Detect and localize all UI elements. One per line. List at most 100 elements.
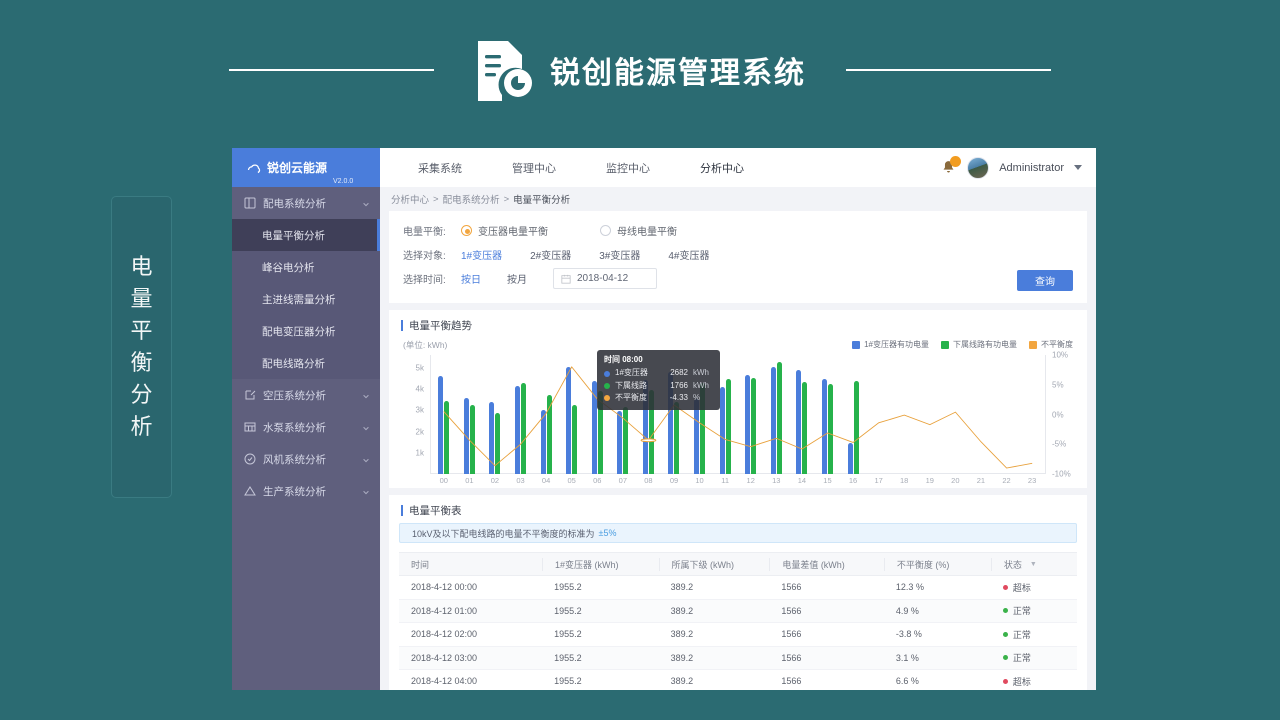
tab-management-center[interactable]: 管理中心	[512, 162, 556, 175]
legend-item-downstream[interactable]: 下属线路有功电量	[941, 339, 1017, 350]
chart-bar-group[interactable]	[482, 355, 508, 474]
sidebar-item-line-analysis[interactable]: 配电线路分析	[232, 347, 380, 379]
sidebar-group-production-system[interactable]: 生产系统分析	[232, 475, 380, 507]
tooltip-value: 2682	[670, 368, 688, 378]
table-row[interactable]: 2018-4-12 01:00 1955.2 389.2 1566 4.9 % 正常	[399, 599, 1077, 623]
chart-bar-group[interactable]	[508, 355, 534, 474]
breadcrumb-separator: >	[503, 193, 510, 205]
time-mode-daily[interactable]: 按日	[461, 275, 481, 286]
sidebar-item-transformer-analysis[interactable]: 配电变压器分析	[232, 315, 380, 347]
object-option-3[interactable]: 3#变压器	[599, 251, 641, 262]
sidebar-group-air-compressor[interactable]: 空压系统分析	[232, 379, 380, 411]
chart-bar-group[interactable]	[815, 355, 841, 474]
edit-square-icon	[244, 389, 256, 401]
column-header-transformer[interactable]: 1#变压器 (kWh)	[542, 557, 658, 571]
column-header-imbalance[interactable]: 不平衡度 (%)	[883, 557, 991, 571]
legend-item-imbalance[interactable]: 不平衡度	[1029, 339, 1073, 350]
chart-bar-group[interactable]	[636, 355, 662, 474]
cell-transformer: 1955.2	[554, 652, 582, 663]
bell-icon[interactable]	[940, 156, 962, 176]
object-option-4[interactable]: 4#变压器	[668, 251, 710, 262]
sidebar-item-main-line-demand-analysis[interactable]: 主进线需量分析	[232, 283, 380, 315]
chart-bar-group[interactable]	[431, 355, 457, 474]
query-button[interactable]: 查询	[1017, 270, 1073, 291]
vtab-char: 衡	[130, 350, 153, 375]
status-badge: 正常	[991, 604, 1077, 617]
y-axis-tick-left: 3k	[415, 405, 424, 415]
tab-analysis-center[interactable]: 分析中心	[700, 162, 744, 175]
content-area: 分析中心 > 配电系统分析 > 电量平衡分析 电量平衡: 变压器电量平衡 母线电…	[380, 187, 1096, 690]
column-header-time[interactable]: 时间	[411, 559, 430, 570]
vertical-section-tab[interactable]: 电 量 平 衡 分 析	[111, 196, 172, 498]
chart-bar-group[interactable]	[840, 355, 866, 474]
object-option-1[interactable]: 1#变压器	[461, 251, 503, 262]
chart-bar-group[interactable]	[584, 355, 610, 474]
chart-bar	[566, 367, 572, 474]
sidebar-group-fan-system[interactable]: 风机系统分析	[232, 443, 380, 475]
vtab-char: 析	[130, 414, 153, 439]
chart-bar-group[interactable]	[559, 355, 585, 474]
table-icon	[244, 421, 256, 433]
column-header-difference[interactable]: 电量差值 (kWh)	[769, 557, 884, 571]
table-row[interactable]: 2018-4-12 04:00 1955.2 389.2 1566 6.6 % 超标	[399, 670, 1077, 690]
avatar[interactable]	[967, 156, 990, 179]
column-header-downstream[interactable]: 所属下级 (kWh)	[658, 557, 770, 571]
table-row[interactable]: 2018-4-12 02:00 1955.2 389.2 1566 -3.8 % 正常	[399, 623, 1077, 647]
cell-transformer: 1955.2	[554, 605, 582, 616]
chart-tooltip: 时间 08:00 1#变压器 2682 kWh 下属线路 1766 kWh	[597, 350, 720, 410]
chart-bar-group[interactable]	[764, 355, 790, 474]
sidebar-item-label: 电量平衡分析	[262, 229, 325, 242]
filter-panel: 电量平衡: 变压器电量平衡 母线电量平衡 选择对象: 1#变压器 2#变压器 3…	[389, 211, 1087, 303]
chart-panel-title: 电量平衡趋势	[389, 310, 1087, 335]
chart-bar-group[interactable]	[738, 355, 764, 474]
chart-bar	[821, 378, 827, 474]
axis-line-left	[430, 355, 431, 474]
chart-bar	[521, 383, 527, 474]
brand-logo[interactable]: 锐创云能源 V2.0.0	[232, 148, 380, 187]
sidebar-item-peak-valley-analysis[interactable]: 峰谷电分析	[232, 251, 380, 283]
sidebar-group-label: 水泵系统分析	[263, 421, 326, 434]
x-axis-tick: 08	[644, 476, 653, 485]
chart-bar-group[interactable]	[457, 355, 483, 474]
x-axis-tick: 18	[900, 476, 909, 485]
chart-bar	[802, 382, 808, 474]
radio-transformer-balance[interactable]: 变压器电量平衡	[461, 223, 548, 238]
status-label: 超标	[1012, 582, 1031, 593]
sort-arrow-icon[interactable]: ▼	[1029, 560, 1037, 568]
breadcrumb-item[interactable]: 配电系统分析	[442, 195, 500, 206]
tab-collection-system[interactable]: 采集系统	[418, 162, 462, 175]
legend-label: 不平衡度	[1041, 340, 1073, 349]
radio-busbar-balance[interactable]: 母线电量平衡	[600, 223, 677, 238]
breadcrumb-item[interactable]: 分析中心	[391, 195, 430, 206]
sidebar-item-power-balance-analysis[interactable]: 电量平衡分析	[232, 219, 380, 251]
x-axis-tick: 20	[951, 476, 960, 485]
chevron-down-icon	[362, 423, 370, 431]
grid-icon	[244, 197, 256, 209]
sidebar-group-water-pump[interactable]: 水泵系统分析	[232, 411, 380, 443]
table-row[interactable]: 2018-4-12 03:00 1955.2 389.2 1566 3.1 % 正常	[399, 646, 1077, 670]
chart-bar	[745, 374, 751, 474]
chart-bar-group[interactable]	[533, 355, 559, 474]
chart-bar-group[interactable]	[610, 355, 636, 474]
y-axis-tick-right: 10%	[1052, 350, 1069, 360]
chart-bar-group[interactable]	[687, 355, 713, 474]
chart-bar-group[interactable]	[712, 355, 738, 474]
chevron-down-icon[interactable]	[1074, 165, 1082, 170]
column-header-status[interactable]: 状态 ▼	[990, 557, 1077, 571]
sidebar-group-power-distribution[interactable]: 配电系统分析	[232, 187, 380, 219]
legend-item-transformer[interactable]: 1#变压器有功电量	[852, 339, 929, 350]
chart-bar-group[interactable]	[789, 355, 815, 474]
legend-swatch	[1029, 340, 1037, 349]
cell-imbalance: 12.3 %	[895, 582, 924, 593]
chart-bar-group[interactable]	[661, 355, 687, 474]
x-axis-tick: 17	[874, 476, 883, 485]
sidebar: 配电系统分析 电量平衡分析 峰谷电分析 主进线需量分析 配电变压器分析	[232, 187, 380, 690]
status-dot	[1002, 584, 1008, 590]
object-option-2[interactable]: 2#变压器	[530, 251, 572, 262]
cell-downstream: 389.2	[670, 652, 694, 663]
time-mode-monthly[interactable]: 按月	[507, 275, 527, 286]
date-picker[interactable]: 2018-04-12	[553, 268, 657, 289]
table-row[interactable]: 2018-4-12 00:00 1955.2 389.2 1566 12.3 % 超标	[399, 576, 1077, 600]
tab-monitoring-center[interactable]: 监控中心	[606, 162, 650, 175]
chevron-down-icon	[362, 391, 370, 399]
